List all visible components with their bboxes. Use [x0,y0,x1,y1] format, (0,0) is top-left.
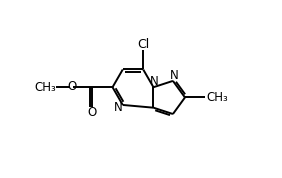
Text: CH₃: CH₃ [206,91,228,104]
Text: O: O [67,80,76,93]
Text: O: O [87,106,97,119]
Text: CH₃: CH₃ [34,81,56,94]
Text: N: N [150,75,159,88]
Text: N: N [170,69,179,82]
Text: N: N [113,101,122,114]
Text: Cl: Cl [137,38,149,51]
